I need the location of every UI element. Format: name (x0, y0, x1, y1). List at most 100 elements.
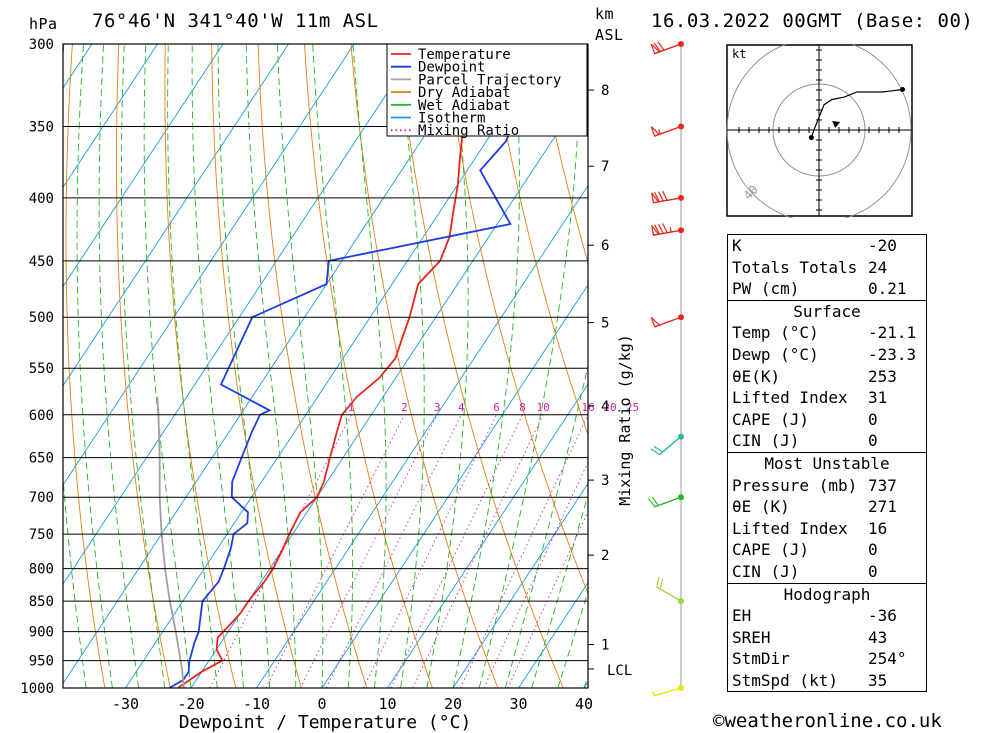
skewt-chart: 1 2 3 4 6 8 10 16 20 2530035040045050055060065070… (0, 37, 701, 733)
wind-barb (650, 123, 684, 137)
legend-label: Temperature (418, 47, 511, 63)
temperature-profile (177, 44, 483, 688)
mixing-ratio-label: 1 (348, 401, 355, 414)
wet-adiabat-line (76, 44, 113, 688)
eh-row: EH -36 (732, 606, 897, 626)
asl-unit: ASL (595, 26, 624, 44)
dry-adiabat-line (676, 44, 700, 688)
km-tick-label: 1 (601, 638, 609, 654)
stability-indices-box: K -20 Totals Totals 24 PW (cm) 0.21 Surface… (727, 234, 927, 693)
pressure-tick-label: 750 (29, 527, 54, 543)
temp-tick-label: 40 (575, 695, 593, 713)
wind-barb (650, 41, 684, 55)
isotherm-line (125, 44, 551, 688)
dry-adiabat-line (582, 44, 588, 69)
wet-adiabat-line (504, 363, 588, 688)
legend-label: Wet Adiabat (418, 98, 511, 114)
dry-adiabat-line (443, 44, 588, 595)
mixing-ratio-label: 25 (626, 401, 639, 414)
mixing-ratio-line (412, 414, 544, 688)
surface-li-row: Lifted Index 31 (732, 388, 888, 408)
storm-motion-marker (832, 120, 841, 128)
isotherm-line (256, 184, 588, 688)
copyright-footer[interactable]: ©weatheronline.co.uk (713, 710, 942, 732)
pressure-tick-label: 1000 (20, 681, 54, 697)
legend-label: Dry Adiabat (418, 85, 511, 101)
surface-temp-row: Temp (°C) -21.1 (732, 323, 917, 343)
isotherm-line (650, 44, 701, 688)
mixing-ratio-line (507, 510, 588, 688)
surface-cin-row: CIN (J) 0 (732, 431, 878, 451)
dry-adiabat-line (489, 44, 588, 436)
mixing-ratio-label: 4 (458, 401, 465, 414)
km-tick-label: 6 (601, 238, 609, 254)
surface-thetae-row: θE(K) 253 (732, 366, 897, 386)
mixing-ratio-line (390, 414, 523, 688)
isotherm-line (452, 482, 588, 688)
sreh-row: SREH 43 (732, 627, 888, 647)
pressure-tick-label: 650 (29, 451, 54, 467)
wet-adiabat-line (98, 44, 140, 688)
mu-cape-row: CAPE (J) 0 (732, 540, 878, 560)
temp-tick-label: 30 (509, 695, 527, 713)
surface-dewp-row: Dewp (°C) -23.3 (732, 344, 917, 364)
hodograph-end-dot (899, 87, 905, 93)
pressure-tick-label: 350 (29, 119, 54, 135)
temp-tick-label: 10 (378, 695, 396, 713)
isotherm-line (321, 284, 588, 688)
temp-tick-label: 0 (317, 695, 326, 713)
wet-adiabat-line (531, 493, 588, 688)
hodograph-unit-label: kt (732, 47, 746, 61)
stmdir-row: StmDir 254° (732, 649, 907, 669)
pressure-tick-label: 600 (29, 408, 54, 424)
temp-tick-label: -30 (112, 695, 139, 713)
dry-adiabat-line (536, 44, 588, 265)
mu-cin-row: CIN (J) 0 (732, 561, 878, 581)
isotherm-line (63, 44, 289, 387)
mixing-ratio-label: 20 (603, 401, 616, 414)
pressure-tick-label: 850 (29, 594, 54, 610)
wet-adiabat-line (120, 44, 166, 688)
lcl-label: LCL (607, 663, 632, 679)
mu-thetae-row: θE (K) 271 (732, 497, 897, 517)
wet-adiabat-line (583, 674, 588, 688)
pressure-tick-label: 950 (29, 654, 54, 670)
mu-pressure-row: Pressure (mb) 737 (732, 475, 897, 495)
pressure-tick-label: 800 (29, 562, 54, 578)
wet-adiabat-line (217, 44, 271, 688)
temp-tick-label: -10 (243, 695, 270, 713)
isotherm-line (63, 44, 158, 189)
location-title: 76°46'N 341°40'W 11m ASL (92, 10, 379, 32)
isotherm-line (63, 44, 355, 486)
mixing-ratio-line (265, 414, 405, 688)
totals-totals-row: Totals Totals 24 (732, 257, 888, 277)
dewpoint-profile (168, 44, 552, 688)
temp-tick-label: 20 (444, 695, 462, 713)
wet-adiabat-line (191, 44, 244, 688)
mixing-ratio-line (209, 414, 352, 688)
wind-barb (651, 223, 684, 236)
legend-label: Dewpoint (418, 60, 485, 76)
km-tick-label: 4 (601, 399, 609, 415)
mixing-ratio-axis-label: Mixing Ratio (g/kg) (616, 334, 634, 506)
wind-barb (651, 190, 684, 204)
isotherm-line (63, 44, 420, 586)
plot-area (0, 44, 701, 688)
wind-barb (650, 433, 684, 456)
hodograph-chart: kt4080120 (726, 44, 913, 218)
surface-title: Surface (793, 301, 861, 321)
mixing-ratio-label: 6 (493, 401, 500, 414)
mixing-ratio-line (362, 414, 497, 688)
isotherm-line (190, 85, 588, 688)
isotherm-line (0, 44, 27, 688)
pw-row: PW (cm) 0.21 (732, 279, 907, 299)
surface-cape-row: CAPE (J) 0 (732, 409, 878, 429)
mixing-ratio-line (300, 414, 438, 688)
mu-li-row: Lifted Index 16 (732, 518, 888, 538)
km-tick-label: 3 (601, 473, 609, 489)
pressure-tick-label: 550 (29, 361, 54, 377)
wet-adiabat-line (557, 590, 588, 688)
datetime-title: 16.03.2022 00GMT (Base: 00) (651, 10, 974, 32)
dry-adiabat-line (396, 44, 564, 688)
plot-frame (62, 43, 589, 689)
